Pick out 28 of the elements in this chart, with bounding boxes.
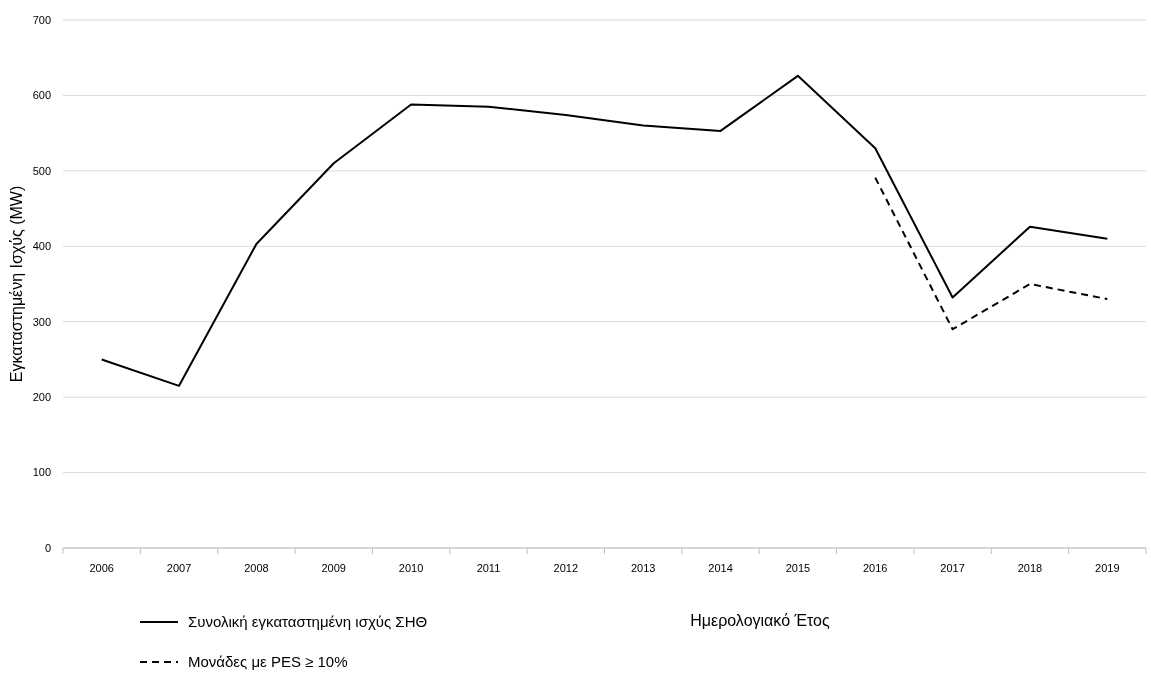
x-tick-label: 2007 [166,562,192,574]
x-tick-label: 2008 [244,562,269,574]
legend-label: Μονάδες με PES ≥ 10% [188,653,348,671]
line-series [874,176,1109,331]
x-tick-label: 2019 [1095,562,1120,574]
y-tick-label: 400 [32,240,51,253]
line-series [100,74,1109,387]
x-tick-label: 2018 [1017,562,1043,574]
x-tick-label: 2010 [398,562,424,574]
y-axis-title: Εγκαταστημένη Ισχύς (MW) [8,185,25,383]
y-tick-label: 700 [32,13,51,26]
x-tick-label: 2014 [708,562,733,574]
x-tick-label: 2011 [476,562,501,574]
legend-label: Συνολική εγκαταστημένη ισχύς ΣΗΘ [188,613,428,631]
y-tick-label: 0 [44,541,51,554]
x-tick-label: 2015 [785,562,811,574]
x-tick-label: 2017 [940,562,965,574]
x-tick-label: 2012 [553,562,579,574]
x-tick-label: 2016 [863,562,888,574]
y-tick-label: 100 [32,466,51,479]
x-tick-label: 2006 [89,562,114,574]
y-tick-label: 500 [32,164,51,177]
y-tick-label: 300 [32,315,51,328]
y-tick-label: 200 [32,390,51,403]
x-axis-title: Ημερολογιακό Έτος [690,612,831,629]
x-tick-label: 2009 [321,562,346,574]
y-tick-label: 600 [32,89,51,102]
x-tick-label: 2013 [630,562,656,574]
